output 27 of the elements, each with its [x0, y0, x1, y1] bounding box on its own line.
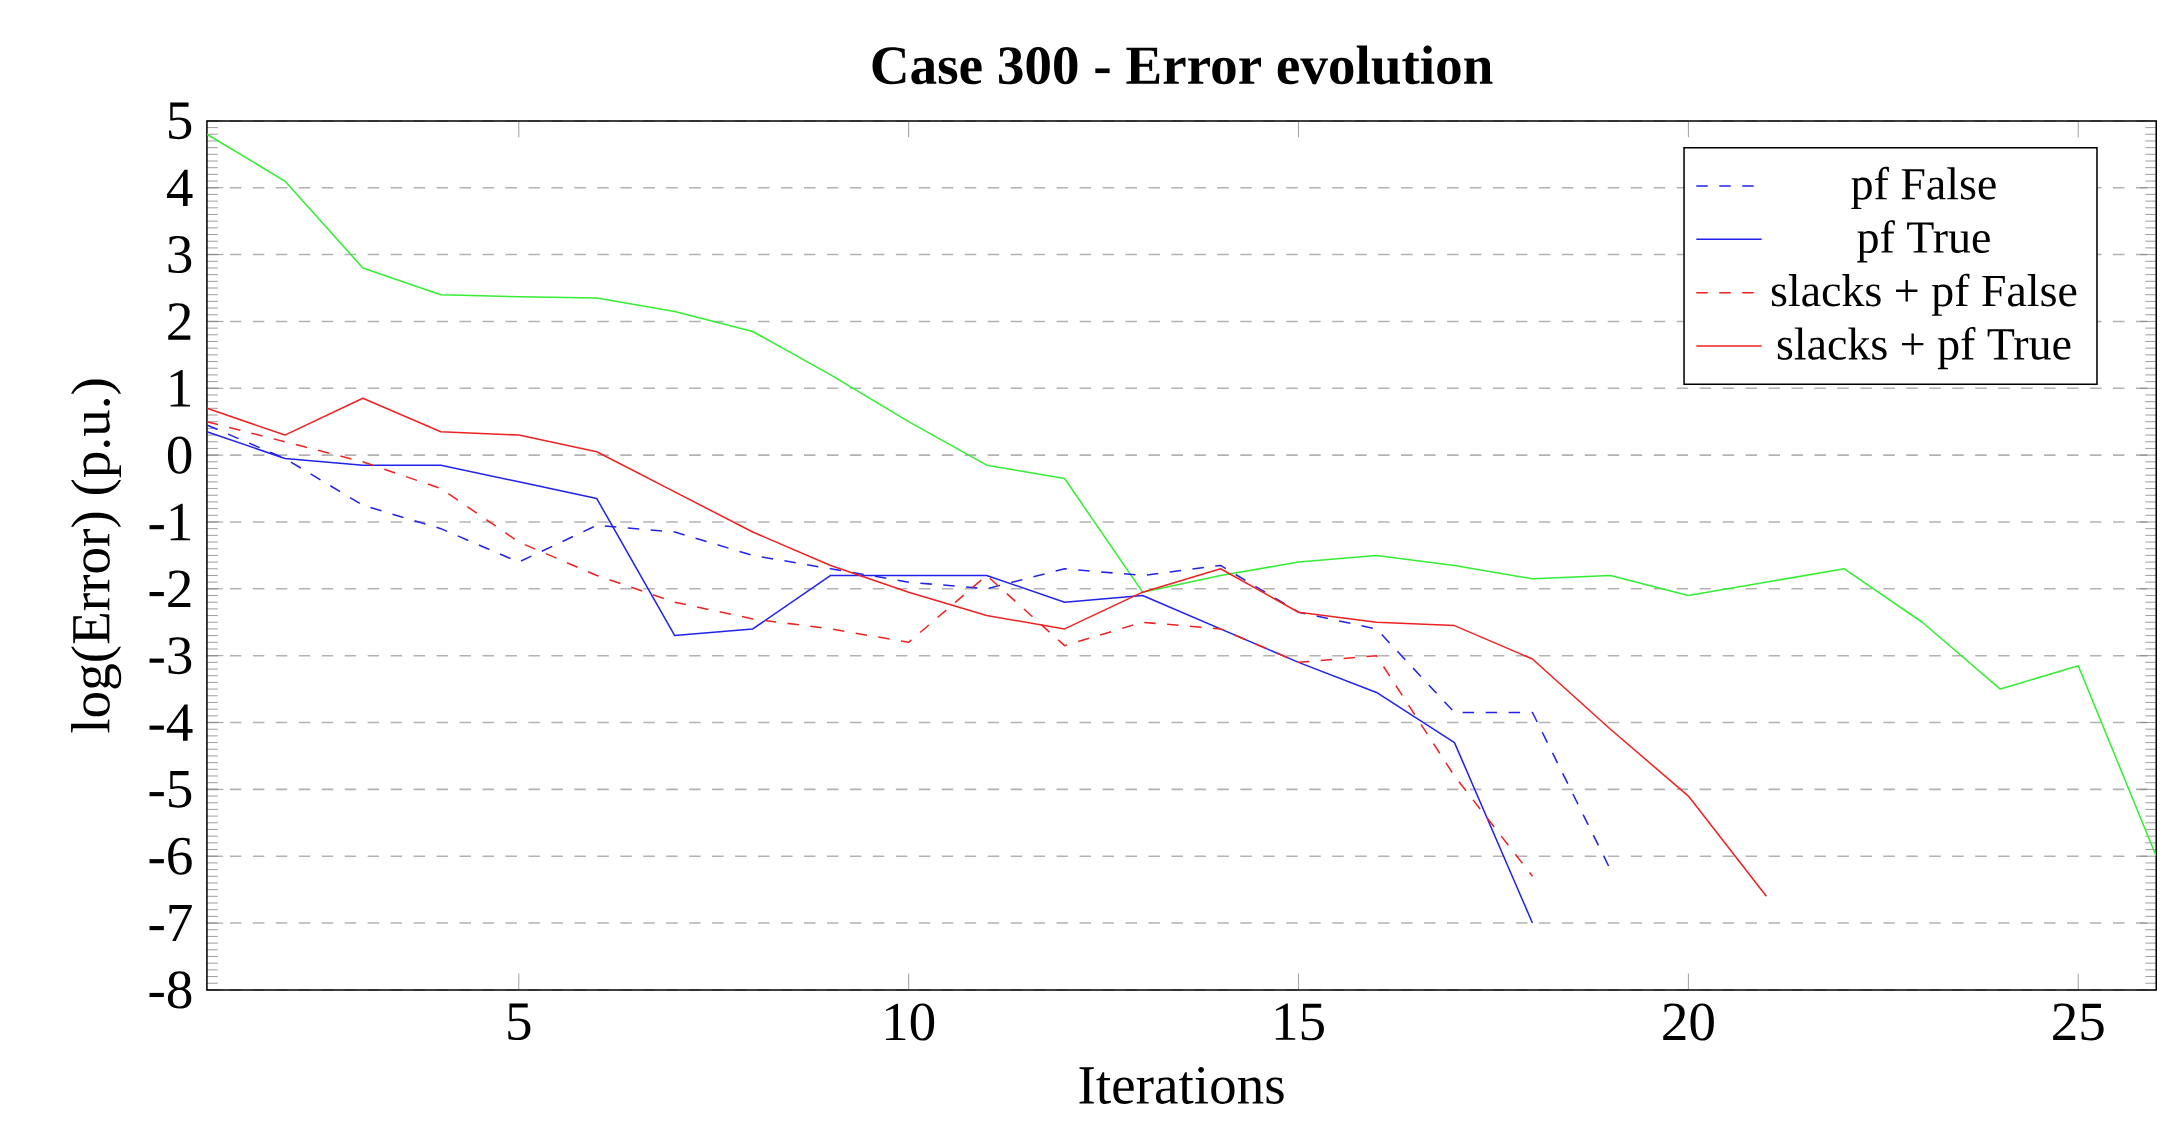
y-tick-label: -8 — [149, 971, 192, 1009]
y-tick-label: 5 — [169, 102, 192, 140]
x-tick-label: 20 — [1663, 1003, 1714, 1041]
y-axis-title: log(Error) (p.u.) — [71, 379, 122, 733]
y-tick-label: 2 — [168, 303, 191, 340]
y-tick-label: -7 — [149, 905, 192, 942]
legend-label: slacks + pf False — [1771, 273, 2077, 316]
y-tick-label: -1 — [149, 503, 191, 541]
legend-label: pf False — [1851, 166, 1996, 209]
x-tick-label: 10 — [885, 1003, 935, 1041]
line-series — [206, 397, 1768, 898]
y-tick-label: -3 — [149, 637, 192, 675]
y-tick-label: 0 — [167, 436, 192, 474]
legend-label: pf True — [1857, 220, 1990, 263]
chart-title: Case 300 - Error evolution — [872, 45, 1493, 85]
x-tick-label: 15 — [1275, 1003, 1324, 1041]
legend-label: slacks + pf True — [1777, 327, 2071, 370]
y-tick-label: 3 — [168, 236, 192, 274]
x-tick-label: 5 — [508, 1003, 531, 1041]
x-axis-title: Iterations — [1079, 1066, 1284, 1104]
y-tick-label: -6 — [149, 837, 192, 875]
y-tick-label: 4 — [166, 169, 193, 206]
y-tick-label: 1 — [170, 370, 191, 407]
y-tick-label: -4 — [149, 704, 193, 741]
x-tick-label: 25 — [2053, 1003, 2104, 1041]
y-tick-label: -5 — [149, 771, 192, 808]
y-tick-label: -2 — [149, 570, 191, 608]
